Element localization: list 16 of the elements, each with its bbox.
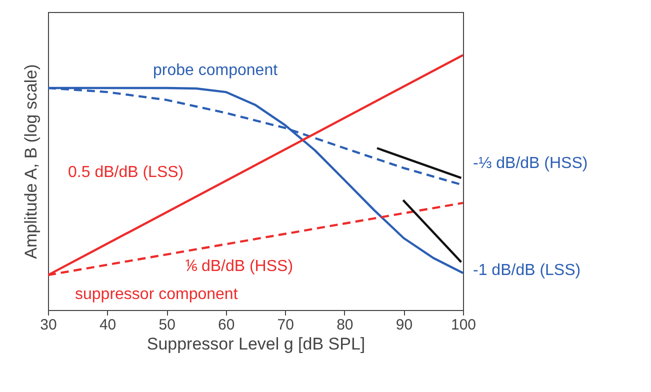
- annotation: suppressor component: [75, 286, 238, 303]
- text: -⅓ dB/dB (HSS): [473, 155, 588, 172]
- annotation: ⅙ dB/dB (HSS): [185, 258, 294, 275]
- x-tick-label: 50: [158, 316, 176, 334]
- x-tick-label: 100: [450, 316, 476, 334]
- x-tick-label: 70: [277, 316, 294, 334]
- x-axis-title: Suppressor Level g [dB SPL]: [146, 334, 366, 354]
- x-tick-label: 40: [99, 316, 116, 334]
- y-axis-title: Amplitude A, B (log scale): [22, 64, 40, 259]
- x-tick-label: 90: [396, 316, 413, 334]
- annotation: 0.5 dB/dB (LSS): [68, 164, 184, 181]
- annotation: probe component: [153, 62, 278, 79]
- x-tick-label: 30: [40, 316, 57, 334]
- text: -1 dB/dB (LSS): [473, 262, 581, 279]
- x-tick-label: 80: [336, 316, 354, 334]
- x-tick-label: 60: [218, 316, 235, 334]
